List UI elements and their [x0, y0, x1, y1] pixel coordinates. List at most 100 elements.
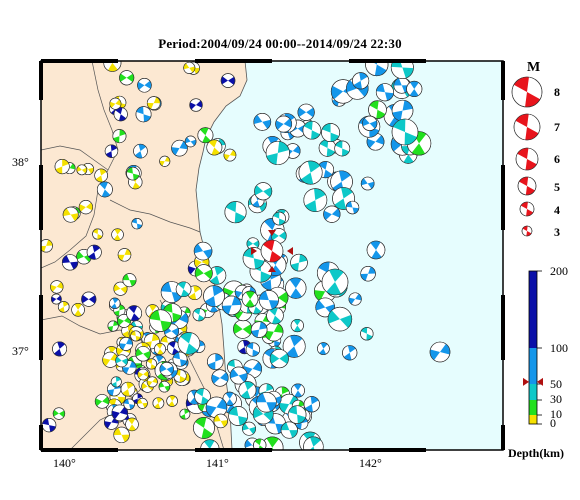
magnitude-legend-ball: [515, 147, 539, 171]
earthquake-marker: [429, 341, 451, 363]
earthquake-marker: [81, 291, 97, 307]
earthquake-marker: [103, 61, 122, 72]
earthquake-marker: [318, 139, 337, 157]
earthquake-marker: [366, 240, 386, 260]
magnitude-label-8: 8: [554, 85, 560, 99]
earthquake-marker: [391, 118, 419, 146]
mainshock-pointer: [268, 266, 276, 272]
earthquake-marker: [303, 436, 324, 450]
earthquake-marker: [269, 349, 289, 369]
depth-band: [529, 271, 537, 348]
mainshock-pointer: [251, 247, 257, 255]
earthquake-marker: [245, 342, 260, 357]
earthquake-marker: [149, 309, 172, 332]
earthquake-marker: [362, 115, 378, 131]
earthquake-marker: [213, 413, 228, 429]
earthquake-marker: [126, 166, 140, 181]
earthquake-marker: [146, 96, 161, 110]
earthquake-marker: [159, 155, 171, 167]
earthquake-marker: [250, 321, 268, 338]
earthquake-marker: [41, 417, 57, 433]
magnitude-legend-ball: [521, 225, 533, 237]
magnitude-legend-ball: [519, 201, 535, 217]
magnitude-legend-ball: [511, 76, 543, 108]
earthquake-marker: [272, 211, 286, 226]
earthquake-marker: [243, 359, 263, 379]
earthquake-marker: [94, 168, 108, 183]
x-label-141: 141°: [206, 456, 229, 470]
earthquake-marker: [391, 99, 414, 122]
earthquake-marker: [62, 206, 79, 223]
magnitude-label-4: 4: [554, 203, 560, 217]
earthquake-marker: [298, 160, 323, 185]
earthquake-marker: [172, 351, 188, 367]
earthquake-marker: [303, 396, 320, 413]
earthquake-marker: [321, 123, 341, 143]
depth-marker-right: [537, 377, 543, 386]
earthquake-marker: [254, 182, 273, 201]
earthquake-marker: [360, 176, 375, 191]
depth-colorbar: [523, 270, 543, 425]
earthquake-marker: [327, 306, 353, 332]
earthquake-marker: [104, 144, 119, 158]
earthquake-marker: [131, 218, 143, 230]
earthquake-marker: [130, 330, 142, 342]
earthquake-marker: [152, 397, 165, 410]
earthquake-marker: [275, 115, 293, 133]
magnitude-legend-title: M: [527, 60, 541, 75]
earthquake-marker: [360, 266, 376, 282]
earthquake-marker: [302, 120, 322, 140]
earthquake-marker: [224, 201, 247, 224]
earthquake-marker: [133, 143, 148, 159]
earthquake-marker: [265, 140, 290, 166]
earthquake-marker: [222, 391, 237, 406]
earthquake-marker: [122, 273, 137, 288]
earthquake-marker: [368, 100, 387, 120]
earthquake-marker: [136, 397, 148, 409]
earthquake-marker: [145, 358, 158, 370]
mainshock-marker: [260, 239, 284, 263]
magnitude-label-3: 3: [554, 225, 560, 239]
earthquake-marker: [348, 292, 362, 306]
earthquake-marker: [113, 281, 128, 296]
depth-legend-title: Depth(km): [508, 446, 564, 460]
earthquake-marker: [96, 181, 113, 198]
earthquake-marker: [71, 303, 85, 317]
prefecture-boundary: [109, 199, 201, 233]
earthquake-marker: [264, 322, 284, 342]
earthquake-marker: [290, 383, 305, 398]
earthquake-marker: [110, 376, 122, 388]
earthquake-marker: [135, 106, 152, 123]
magnitude-legend-ball: [517, 176, 537, 196]
earthquake-marker: [159, 361, 174, 377]
y-label-37: 37°: [12, 344, 29, 358]
earthquake-marker: [166, 395, 178, 407]
earthquake-marker: [189, 98, 203, 112]
earthquake-marker: [365, 61, 389, 77]
earthquake-marker: [61, 254, 79, 271]
earthquake-marker: [107, 320, 119, 332]
earthquake-marker: [297, 103, 315, 121]
earthquake-marker: [115, 354, 129, 368]
earthquake-marker: [323, 205, 341, 223]
earthquake-marker: [137, 78, 152, 93]
earthquake-marker: [206, 139, 223, 156]
earthquake-marker: [238, 381, 257, 400]
earthquake-marker: [126, 305, 143, 322]
x-label-140: 140°: [53, 456, 76, 470]
earthquake-marker: [179, 408, 191, 420]
earthquake-marker: [352, 72, 370, 90]
earthquake-marker: [242, 421, 256, 436]
earthquake-marker: [203, 285, 225, 307]
earthquake-marker: [193, 417, 215, 439]
earthquake-marker: [86, 244, 102, 260]
earthquake-marker: [303, 188, 328, 213]
earthquake-marker: [241, 290, 259, 308]
earthquake-marker: [342, 345, 358, 361]
mainshock-pointer: [287, 247, 293, 255]
depth-band: [529, 415, 537, 424]
depth-tick-0: 0: [550, 416, 556, 430]
magnitude-legend-ball: [513, 113, 541, 141]
earthquake-marker: [41, 239, 53, 253]
